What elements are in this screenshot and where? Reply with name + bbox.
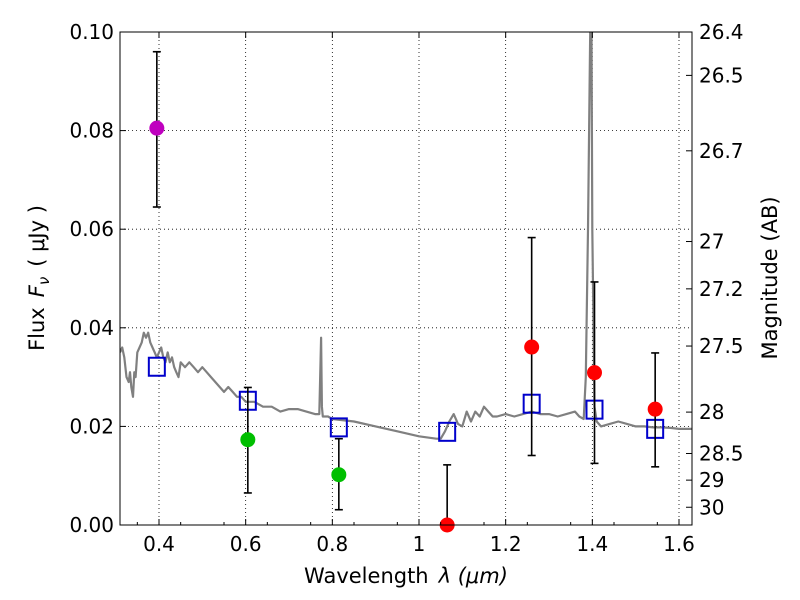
spectrum-line [120,32,692,440]
right-tick-label: 27.2 [699,277,744,301]
observed-point-marker [331,467,347,483]
x-tick-label: 1.4 [576,532,608,556]
x-tick-label: 0.4 [143,532,175,556]
marker-layer [147,50,665,533]
y-axis-title-text: Flux [25,307,49,351]
right-tick-label: 30 [699,495,724,519]
y-tick-label: 0.02 [69,414,114,438]
plot-background [120,32,692,525]
observed-point-marker [524,339,540,355]
x-tick-label: 0.8 [316,532,348,556]
observed-point-marker [587,365,602,381]
data-layer [120,32,692,440]
y-tick-label: 0.04 [69,316,114,340]
observed-point-marker [149,120,165,136]
model-square-marker [329,417,348,438]
tick-labels: 0.4 0.6 0.8 1 1.2 1.4 1.6 0.00 0.02 0.04 0.06 0.08 0… [69,20,743,556]
plot-frame [119,31,693,526]
model-square-marker [147,356,166,377]
right-tick-label: 26.4 [699,20,744,44]
x-axis-title-math: λ (μm) [438,564,508,588]
right-tick-label: 27.5 [699,334,744,358]
right-tick-label: 28.5 [699,442,744,466]
x-tick-label: 0.6 [230,532,262,556]
y-axis-title: Flux Fν ( μJy ) [25,205,53,351]
y-tick-label: 0.06 [69,217,114,241]
right-tick-label: 27 [699,230,724,254]
observed-point-marker [647,401,663,417]
y-axis-title-symbol: F [25,284,49,297]
tick-marks [120,31,692,526]
y-tick-label: 0.10 [69,20,114,44]
right-tick-label: 28 [699,400,724,424]
x-tick-label: 1.2 [490,532,522,556]
x-axis-title: Wavelength λ (μm) [304,564,508,588]
y-tick-label: 0.08 [69,119,114,143]
y-axis-title-subscript: ν [35,277,53,285]
x-tick-label: 1.6 [663,532,695,556]
model-square-marker [438,421,457,442]
x-tick-label: 1 [413,532,426,556]
right-tick-label: 26.5 [699,63,744,87]
y-axis-title-unit: ( μJy ) [25,205,49,267]
x-axis-title-text: Wavelength [304,564,429,588]
observed-point-marker [240,432,256,448]
right-tick-label: 26.7 [699,139,744,163]
y-tick-label: 0.00 [69,513,114,537]
right-axis-title: Magnitude (AB) [758,196,782,359]
right-tick-label: 29 [699,468,724,492]
